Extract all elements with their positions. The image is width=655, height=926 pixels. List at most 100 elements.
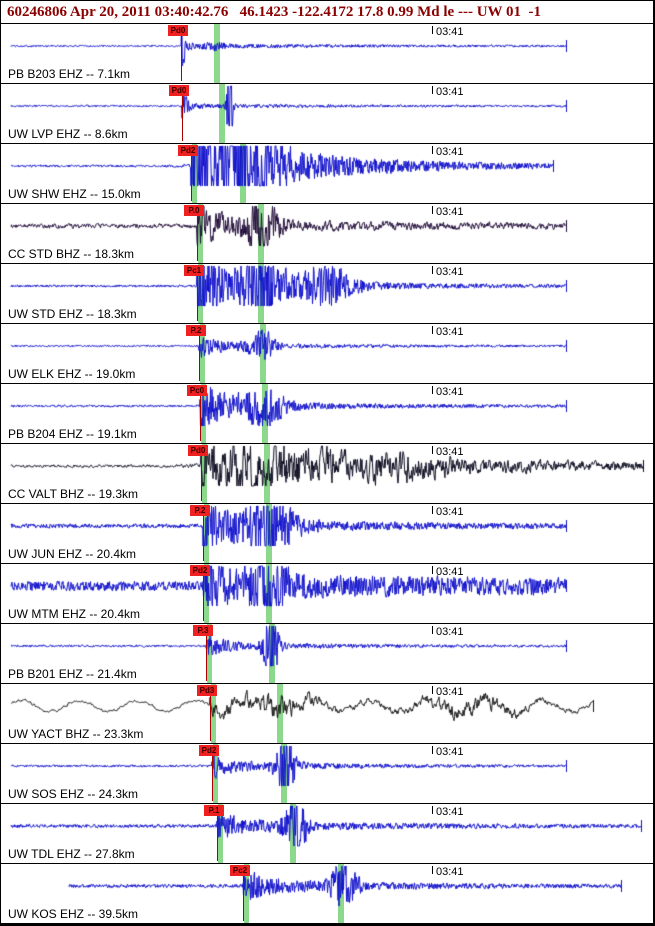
station-label: CC VALT BHZ -- 19.3km	[8, 487, 139, 501]
minute-label: 03:41	[436, 746, 464, 758]
trace-row: P.3 03:41 PB B201 EHZ -- 21.4km	[1, 623, 653, 683]
minute-tick	[432, 506, 433, 514]
trace-row: Pd2 03:41 UW MTM EHZ -- 20.4km	[1, 563, 653, 623]
waveform[interactable]	[1, 684, 653, 743]
waveform[interactable]	[1, 324, 653, 383]
p-pick-flag[interactable]: P.0	[184, 205, 204, 216]
minute-tick	[432, 866, 433, 874]
station-label: UW TDL EHZ -- 27.8km	[8, 847, 135, 861]
minute-label: 03:41	[436, 266, 464, 278]
p-pick-flag[interactable]: Pd0	[168, 25, 188, 36]
trace-row: Pd0 03:41 PB B203 EHZ -- 7.1km	[1, 23, 653, 83]
p-pick-flag[interactable]: P.3	[193, 625, 213, 636]
trace-row: Pd0 03:41 UW LVP EHZ -- 8.6km	[1, 83, 653, 143]
station-label: UW STD EHZ -- 18.3km	[8, 307, 137, 321]
minute-label: 03:41	[436, 686, 464, 698]
waveform[interactable]	[1, 84, 653, 143]
waveform[interactable]	[1, 444, 653, 503]
waveform[interactable]	[1, 264, 653, 323]
p-pick-flag[interactable]: Pc2	[230, 865, 250, 876]
waveform[interactable]	[1, 804, 653, 863]
p-pick-line	[212, 745, 213, 801]
p-pick-flag[interactable]: Pd3	[197, 685, 217, 696]
station-label: UW JUN EHZ -- 20.4km	[8, 547, 137, 561]
trace-row: Pd0 03:41 CC VALT BHZ -- 19.3km	[1, 443, 653, 503]
trace-row: Pc2 03:41 UW KOS EHZ -- 39.5km	[1, 863, 653, 923]
waveform[interactable]	[1, 864, 653, 923]
minute-label: 03:41	[436, 206, 464, 218]
minute-tick	[432, 746, 433, 754]
p-pick-flag[interactable]: P.1	[204, 805, 224, 816]
trace-row: Pc0 03:41 PB B204 EHZ -- 19.1km	[1, 383, 653, 443]
p-pick-line	[203, 565, 204, 621]
p-pick-flag[interactable]: P.2	[186, 325, 206, 336]
minute-tick	[432, 446, 433, 454]
trace-row: P.2 03:41 UW ELK EHZ -- 19.0km	[1, 323, 653, 383]
minute-label: 03:41	[436, 866, 464, 878]
p-pick-line	[201, 445, 202, 501]
waveform[interactable]	[1, 24, 653, 83]
p-pick-line	[243, 865, 244, 921]
minute-tick	[432, 146, 433, 154]
station-label: PB B203 EHZ -- 7.1km	[8, 67, 131, 81]
waveform[interactable]	[1, 204, 653, 263]
minute-label: 03:41	[436, 326, 464, 338]
p-pick-line	[210, 685, 211, 741]
minute-tick	[432, 626, 433, 634]
p-pick-flag[interactable]: Pd0	[169, 85, 189, 96]
p-pick-flag[interactable]: Pd2	[178, 145, 198, 156]
minute-tick	[432, 326, 433, 334]
minute-tick	[432, 686, 433, 694]
trace-row: P.0 03:41 CC STD BHZ -- 18.3km	[1, 203, 653, 263]
waveform[interactable]	[1, 624, 653, 683]
minute-label: 03:41	[436, 146, 464, 158]
p-pick-line	[197, 265, 198, 321]
minute-label: 03:41	[436, 26, 464, 38]
waveform[interactable]	[1, 504, 653, 563]
minute-tick	[432, 266, 433, 274]
waveform[interactable]	[1, 564, 653, 623]
minute-tick	[432, 86, 433, 94]
p-pick-line	[217, 805, 218, 861]
p-pick-line	[197, 205, 198, 261]
p-pick-flag[interactable]: P.2	[190, 505, 210, 516]
p-pick-line	[182, 85, 183, 141]
minute-tick	[432, 806, 433, 814]
p-pick-flag[interactable]: Pd2	[190, 565, 210, 576]
trace-row: P.1 03:41 UW TDL EHZ -- 27.8km	[1, 803, 653, 863]
minute-label: 03:41	[436, 506, 464, 518]
trace-row: Pd2 03:41 UW SHW EHZ -- 15.0km	[1, 143, 653, 203]
p-pick-line	[206, 625, 207, 681]
p-pick-line	[199, 325, 200, 381]
p-pick-flag[interactable]: Pd2	[199, 745, 219, 756]
p-pick-line	[181, 25, 182, 81]
minute-label: 03:41	[436, 386, 464, 398]
station-label: PB B201 EHZ -- 21.4km	[8, 667, 137, 681]
p-pick-flag[interactable]: Pd0	[188, 445, 208, 456]
event-summary: 60246806 Apr 20, 2011 03:40:42.76 46.142…	[7, 4, 542, 20]
trace-row: Pd2 03:41 UW SOS EHZ -- 24.3km	[1, 743, 653, 803]
p-pick-line	[191, 145, 192, 201]
trace-row: P.2 03:41 UW JUN EHZ -- 20.4km	[1, 503, 653, 563]
waveform[interactable]	[1, 144, 653, 203]
trace-row: Pc1 03:41 UW STD EHZ -- 18.3km	[1, 263, 653, 323]
minute-label: 03:41	[436, 446, 464, 458]
waveform[interactable]	[1, 744, 653, 803]
p-pick-flag[interactable]: Pc1	[184, 265, 204, 276]
waveform[interactable]	[1, 384, 653, 443]
minute-tick	[432, 26, 433, 34]
trace-row: Pd3 03:41 UW YACT BHZ -- 23.3km	[1, 683, 653, 743]
minute-tick	[432, 386, 433, 394]
minute-label: 03:41	[436, 626, 464, 638]
station-label: PB B204 EHZ -- 19.1km	[8, 427, 137, 441]
station-label: UW SOS EHZ -- 24.3km	[8, 787, 139, 801]
p-pick-line	[203, 505, 204, 561]
p-pick-flag[interactable]: Pc0	[187, 385, 207, 396]
station-label: UW MTM EHZ -- 20.4km	[8, 607, 140, 621]
station-label: UW LVP EHZ -- 8.6km	[8, 127, 128, 141]
station-label: UW ELK EHZ -- 19.0km	[8, 367, 136, 381]
minute-label: 03:41	[436, 86, 464, 98]
station-label: UW SHW EHZ -- 15.0km	[8, 187, 141, 201]
trace-list: Pd0 03:41 PB B203 EHZ -- 7.1km Pd0 03:41 UW L…	[1, 23, 653, 923]
